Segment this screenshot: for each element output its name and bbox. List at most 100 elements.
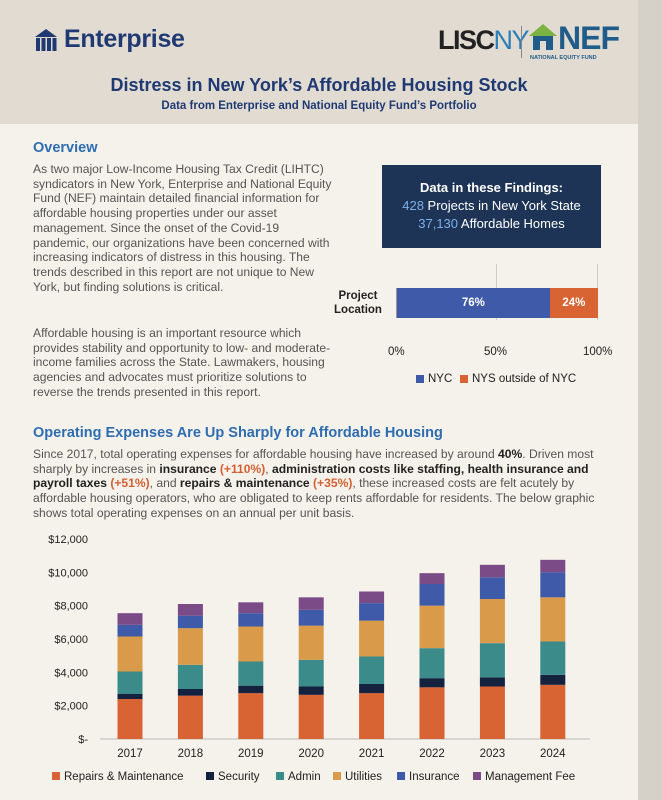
lisc-ny-text: NY [493,25,530,55]
x-tick-label: 2024 [540,748,566,760]
projects-text: Projects in New York State [423,198,581,213]
bar-segment-insurance [419,584,445,606]
nef-logo: NEF NATIONAL EQUITY FUND [528,20,620,61]
enterprise-house-icon [35,28,57,51]
bar-segment-utilities [419,605,445,649]
y-tick-label: $6,000 [54,634,88,646]
bar-segment-repairs-maintenance [298,694,324,739]
bar-segment-management-fee [177,604,203,616]
legend-nys-label: NYS outside of NYC [472,373,577,385]
legend-label: Utilities [345,771,382,783]
legend-swatch [333,772,341,780]
legend-nys-swatch [460,375,468,383]
document-page: Enterprise LISCNY NEF NATIONAL EQUITY FU… [0,0,638,800]
nef-house-icon [529,24,557,50]
legend-swatch [276,772,284,780]
legend-label: Security [218,771,260,783]
header-band: Enterprise LISCNY NEF NATIONAL EQUITY FU… [0,0,638,124]
y-tick-label: $10,000 [48,567,88,579]
bar-segment-management-fee [117,613,143,625]
bar-segment-security [238,685,264,694]
x-tick-label: 2017 [117,748,143,760]
x-tick-label: 2020 [298,748,324,760]
bar-segment-utilities [298,625,324,660]
bar-segment-insurance [238,613,264,627]
page-title: Distress in New York’s Affordable Housin… [110,75,528,95]
bar-segment-security [540,674,566,685]
x-tick-label: 2018 [178,748,204,760]
bar-segment-repairs-maintenance [177,695,203,739]
y-tick-label: $12,000 [48,534,88,546]
bar-segment-utilities [479,599,505,644]
bar-segment-repairs-maintenance [479,686,505,739]
opex-bold-admin: administration costs like staffing, heal… [33,461,589,491]
page-edge-strip [638,0,662,800]
findings-projects: 428 Projects in New York State [382,197,601,215]
bar-segment-security [117,694,143,699]
overview-paragraph-2: Affordable housing is an important resou… [33,326,331,399]
bar-segment-repairs-maintenance [117,699,143,739]
opex-bold-repairs: repairs & maintenance [179,476,310,491]
bar-segment-security [419,678,445,688]
bar-segment-repairs-maintenance [540,684,566,739]
bar-segment-management-fee [479,564,505,578]
bar-segment-repairs-maintenance [419,687,445,739]
bar-segment-insurance [359,603,385,621]
lisc-logo: LISCNY [438,25,530,56]
legend-swatch [52,772,60,780]
bar-segment-utilities [177,628,203,665]
bar-segment-admin [298,659,324,687]
x-tick-label: 2019 [238,748,264,760]
project-location-bar: 76% 24% [396,288,598,318]
lisc-logo-text: LISC [438,25,495,55]
opex-text-1: Since 2017, total operating expenses for… [33,447,499,461]
bar-segment-insurance [177,615,203,629]
project-location-label: Project Location [334,290,382,316]
nyc-pct-label: 76% [461,297,485,309]
overview-heading: Overview [33,140,98,156]
bar-segment-management-fee [298,597,324,610]
opex-paragraph: Since 2017, total operating expenses for… [33,447,611,521]
legend-nyc-label: NYC [428,373,453,385]
legend-swatch [397,772,405,780]
location-tick-100: 100% [583,346,613,358]
bar-segment-admin [359,656,385,684]
opex-bold-insurance: insurance [159,461,217,476]
opex-text-2: . Driven most sharply by increases in [33,447,594,476]
bar-segment-utilities [238,626,264,662]
operating-expenses-chart: $- $2,000 $4,000 $6,000 $8,000 $10,000 $12,000… [48,534,590,783]
nef-logo-subtext: NATIONAL EQUITY FUND [530,55,597,61]
bar-segment-utilities [540,597,566,642]
bar-segment-management-fee [540,559,566,573]
legend-label: Admin [288,771,321,783]
bar-segment-admin [117,671,143,694]
opex-text-4: , and [149,476,180,491]
legend-swatch [206,772,214,780]
opex-admin-change: (+51%) [110,476,150,491]
opex-text-3: , [265,461,273,476]
x-tick-label: 2021 [359,748,385,760]
findings-box: Data in these Findings: 428 Projects in … [382,165,601,248]
bar-segment-insurance [298,609,324,626]
bar-segment-management-fee [359,591,385,604]
bar-segment-security [298,686,324,695]
bar-segment-utilities [359,620,385,657]
location-tick-0: 0% [388,346,405,358]
overview-paragraph-1: As two major Low-Income Housing Tax Cred… [33,162,332,294]
opex-bold-40pct: 40% [498,447,523,461]
logo-divider [521,26,522,58]
nef-logo-text: NEF [558,20,620,56]
y-tick-label: $- [78,734,88,746]
bar-segment-security [479,677,505,687]
location-tick-50: 50% [484,346,508,358]
opex-repairs-change: (+35%) [313,476,353,491]
legend-swatch [473,772,481,780]
opex-text-5: , these increased costs are felt acutely… [33,476,595,520]
legend-nyc: NYC [416,373,452,385]
enterprise-logo: Enterprise [34,25,185,54]
nys-pct-label: 24% [562,297,586,309]
bar-segment-repairs-maintenance [238,693,264,739]
y-tick-label: $8,000 [54,601,88,613]
bar-segment-admin [540,641,566,675]
legend-label: Repairs & Maintenance [64,771,184,783]
